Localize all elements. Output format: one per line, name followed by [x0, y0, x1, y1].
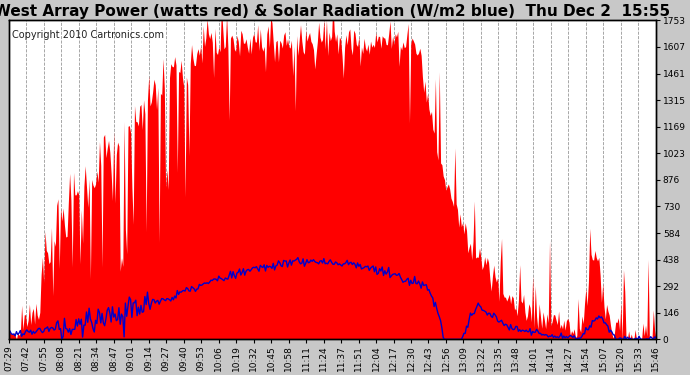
Title: West Array Power (watts red) & Solar Radiation (W/m2 blue)  Thu Dec 2  15:55: West Array Power (watts red) & Solar Rad… [0, 4, 671, 19]
Text: Copyright 2010 Cartronics.com: Copyright 2010 Cartronics.com [12, 30, 164, 40]
